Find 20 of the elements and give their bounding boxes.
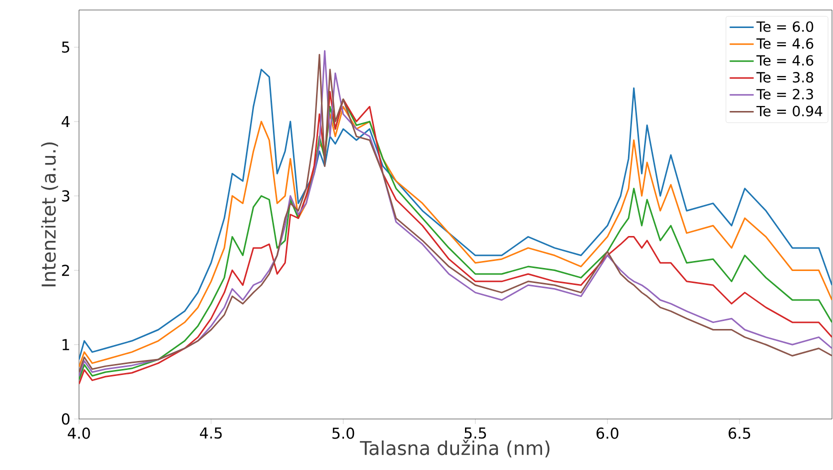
x-tick-label: 6.0 — [596, 428, 618, 439]
x-axis-title: Talasna dužina (nm) — [360, 440, 550, 458]
y-tick-label: 5 — [62, 42, 70, 53]
y-tick-label: 3 — [62, 190, 70, 202]
x-tick-label: 5.5 — [464, 428, 486, 439]
legend-label: Te = 3.8 — [756, 72, 814, 83]
x-tick-label: 4.0 — [68, 428, 90, 439]
y-tick-label: 1 — [62, 339, 70, 350]
legend-label: Te = 4.6 — [756, 55, 814, 66]
x-tick-label: 4.5 — [200, 428, 222, 439]
legend-label: Te = 2.3 — [756, 88, 813, 100]
y-axis-title: Intenzitet (a.u.) — [41, 142, 58, 286]
y-tick-label: 0 — [62, 413, 70, 425]
x-tick-label: 6.5 — [728, 428, 750, 439]
legend-label: Te = 6.0 — [756, 21, 814, 32]
x-tick-label: 5.0 — [332, 428, 354, 439]
legend-label: Te = 4.6 — [756, 38, 814, 49]
legend-label: Te = 0.94 — [756, 106, 822, 116]
y-tick-label: 4 — [62, 116, 70, 128]
y-tick-label: 2 — [62, 264, 69, 276]
